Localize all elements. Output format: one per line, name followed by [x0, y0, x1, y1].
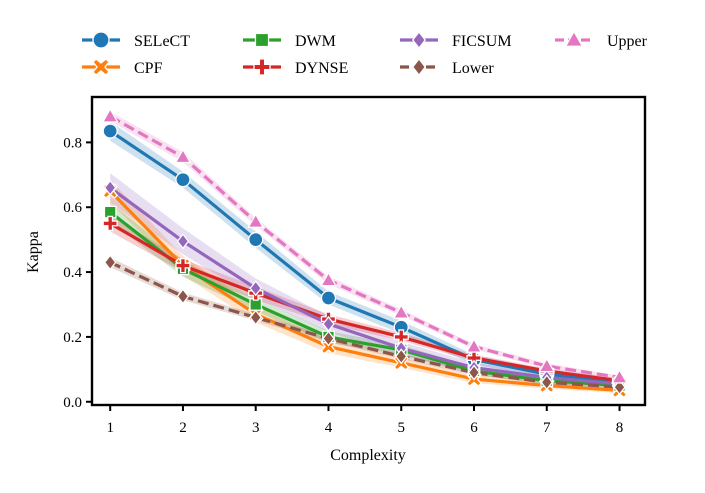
point-lower [176, 288, 190, 305]
x-tick-label: 8 [616, 420, 624, 436]
y-tick-label: 0.6 [63, 200, 82, 216]
legend-label-upper: Upper [607, 33, 648, 50]
band-cpf [110, 179, 620, 394]
point-upper [392, 303, 410, 319]
point-ficsum [103, 179, 117, 196]
line-cpf [109, 189, 620, 393]
x-tick-label: 2 [179, 420, 187, 436]
point-ficsum [249, 280, 263, 297]
legend-marker-ficsum [411, 30, 427, 50]
point-upper [320, 271, 337, 287]
point-select [175, 172, 191, 188]
point-lower [540, 374, 554, 391]
plot-area [101, 107, 629, 399]
point-select [102, 123, 118, 139]
point-upper [465, 337, 483, 353]
legend-label-ficsum: FICSUM [452, 33, 512, 50]
point-upper [538, 357, 556, 373]
legend-marker-cpf [92, 58, 110, 76]
legend-marker-dynse [253, 58, 271, 76]
legend-marker-dwm [254, 32, 270, 48]
legend-label-cpf: CPF [134, 60, 163, 77]
point-select [248, 232, 264, 248]
point-dynse [175, 257, 191, 274]
point-lower [322, 330, 335, 347]
line-upper [109, 115, 620, 380]
legend-label-dynse: DYNSE [295, 60, 348, 77]
y-tick-label: 0.0 [63, 395, 82, 411]
line-select [109, 129, 620, 384]
x-tick-label: 3 [252, 420, 260, 436]
x-tick-label: 7 [543, 420, 551, 436]
y-tick-label: 0.8 [63, 135, 82, 151]
legend-label-select: SELeCT [134, 33, 190, 50]
legend-label-dwm: DWM [295, 33, 336, 50]
legend: SELeCT CPF DWM DYNSE FICSUM Lower Upper [82, 30, 648, 77]
x-tick-label: 4 [325, 420, 333, 436]
legend-marker-lower [411, 57, 427, 77]
x-tick-label: 1 [106, 420, 114, 436]
point-upper [247, 213, 265, 228]
point-upper [174, 148, 192, 164]
point-upper [611, 368, 629, 384]
point-lower [467, 364, 481, 381]
line-dynse [109, 222, 620, 383]
line-ficsum [109, 186, 620, 386]
legend-marker-select [92, 31, 110, 49]
point-lower [394, 348, 408, 365]
y-tick-label: 0.4 [63, 265, 82, 281]
point-select [320, 290, 337, 306]
point-dynse [102, 215, 118, 232]
point-lower [613, 379, 626, 396]
axes: 1 2 3 4 5 6 7 8 0.0 0.2 0.4 0.6 0.8 [63, 95, 647, 436]
line-lower [109, 260, 620, 389]
x-tick-label: 6 [470, 420, 478, 436]
point-lower [249, 309, 263, 326]
x-axis-label: Complexity [330, 447, 406, 464]
line-dwm [109, 210, 620, 388]
axes-frame [90, 95, 647, 407]
y-axis-label: Kappa [25, 231, 42, 273]
point-ficsum [176, 233, 190, 250]
point-lower [103, 254, 117, 271]
point-upper [101, 107, 119, 123]
x-tick-label: 5 [397, 420, 405, 436]
legend-marker-upper [564, 30, 584, 47]
y-tick-label: 0.2 [63, 330, 82, 346]
legend-label-lower: Lower [452, 60, 494, 77]
